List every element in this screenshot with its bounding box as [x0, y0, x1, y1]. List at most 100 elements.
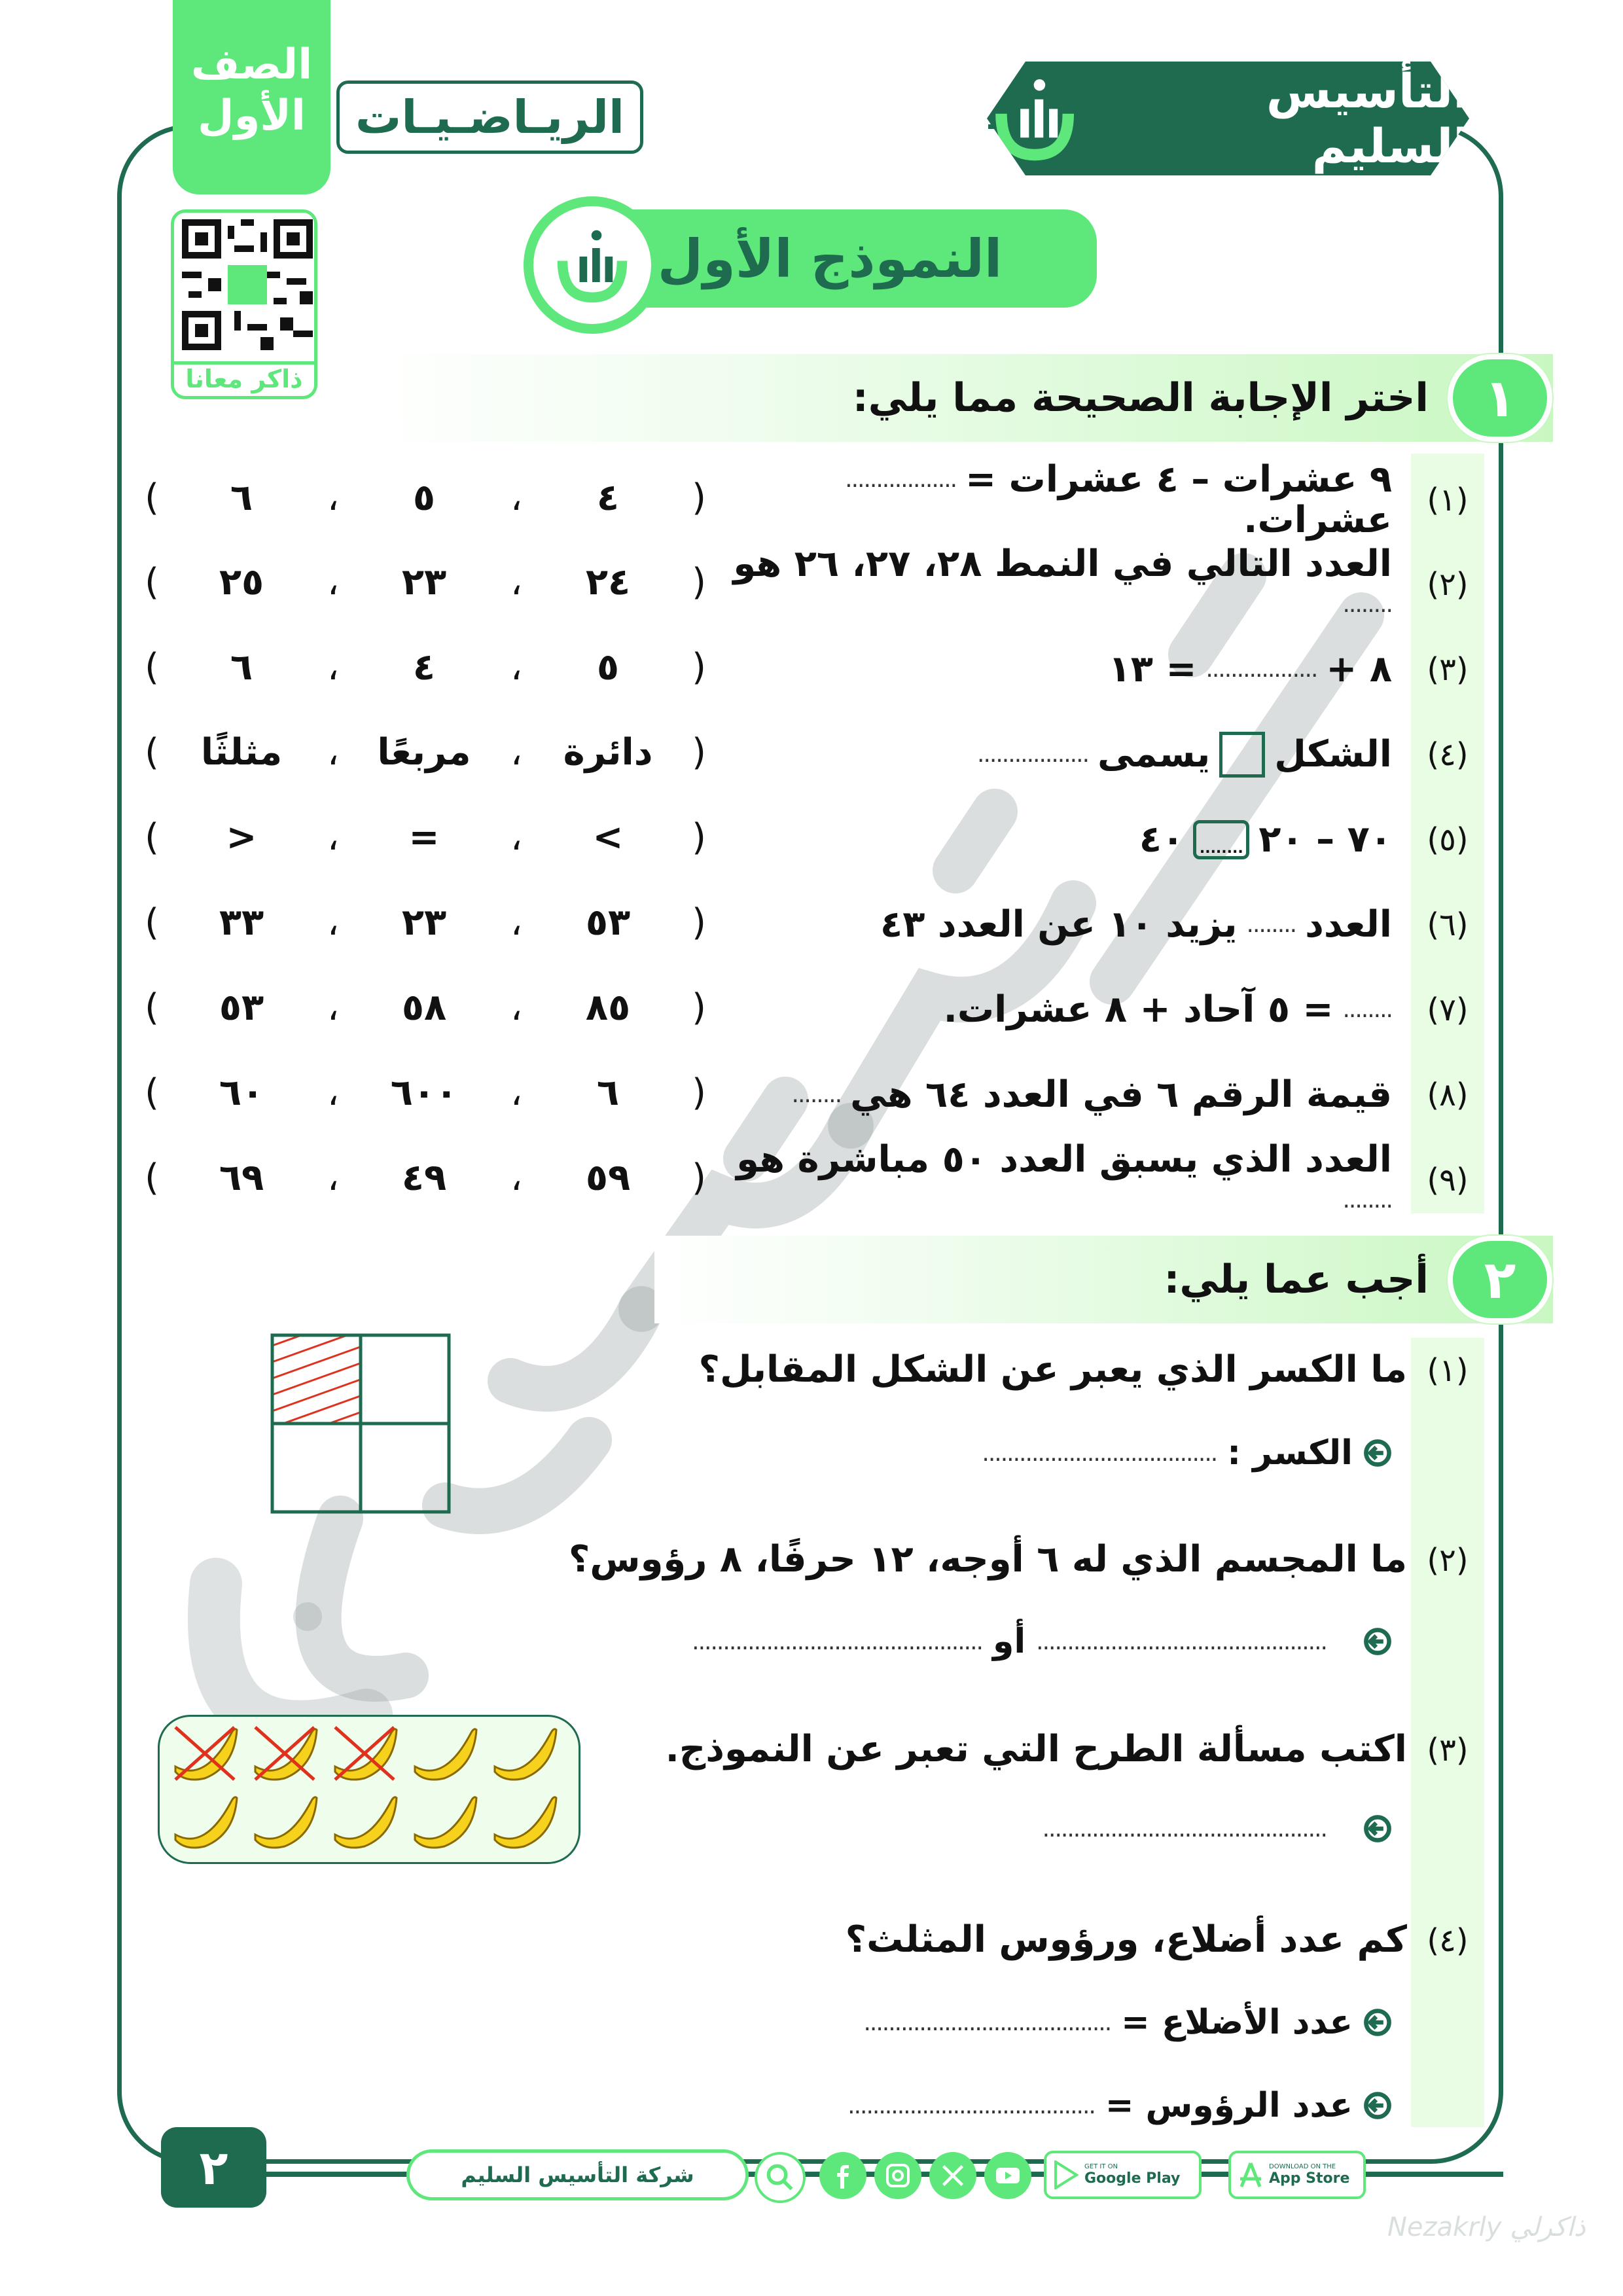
answer-blank[interactable]: ........: [1342, 591, 1393, 618]
facebook-button[interactable]: [819, 2152, 866, 2199]
bracket: (: [145, 1157, 159, 1199]
answer-blank[interactable]: ........................................…: [692, 1628, 984, 1655]
qr-code[interactable]: ذاكر معانا: [171, 209, 317, 399]
separator: ،: [510, 476, 523, 519]
answer-option[interactable]: ٥٣: [219, 986, 264, 1029]
corner-watermark: Nezakrly ذاكرلي: [1387, 2212, 1586, 2242]
bracket: (: [145, 1071, 159, 1114]
question-text-part: يزيد ١٠ عن العدد ٤٣: [880, 903, 1238, 946]
question-text: ما الكسر الذي يعبر عن الشكل المقابل؟: [698, 1348, 1407, 1391]
app-store-button[interactable]: DOWNLOAD ON THE App Store: [1228, 2151, 1366, 2199]
bracket: (: [145, 986, 159, 1029]
answer-blank[interactable]: ........: [1246, 911, 1298, 938]
qr-code-icon: [182, 219, 313, 350]
question-number: (٤): [1427, 736, 1469, 773]
answer-option[interactable]: ٢٣: [401, 901, 447, 944]
question-number-strip: [1411, 1338, 1484, 2127]
answer-option[interactable]: ٨٥: [585, 986, 631, 1029]
bracket: ): [692, 816, 706, 859]
question-text-part: يسمى: [1097, 733, 1211, 776]
question-number: (٨): [1427, 1077, 1469, 1113]
youtube-button[interactable]: [984, 2152, 1031, 2199]
search-button[interactable]: [755, 2152, 806, 2203]
app-store-icon: [1240, 2162, 1262, 2187]
answer-option[interactable]: ٥: [596, 646, 620, 689]
answer-option[interactable]: ٦: [596, 1071, 620, 1114]
answer-option[interactable]: ٤: [596, 476, 620, 519]
question-text: اكتب مسألة الطرح التي تعبر عن النموذج.: [665, 1728, 1407, 1770]
question-text-part: الشكل: [1274, 733, 1392, 776]
bracket: (: [145, 731, 159, 774]
answer-line-sides: عدد الأضلاع = ..........................…: [863, 2003, 1392, 2042]
question-number: (٣): [1427, 651, 1469, 688]
instagram-button[interactable]: [874, 2152, 921, 2199]
x-button[interactable]: [929, 2152, 976, 2199]
answer-blank[interactable]: ..................: [977, 741, 1090, 768]
answer-option[interactable]: ٦٠٠: [390, 1071, 458, 1114]
question-text-part: العدد الذي يسبق العدد ٥٠ مباشرة هو: [736, 1138, 1392, 1181]
answer-option[interactable]: ٤٩: [401, 1157, 447, 1199]
brand-logo-icon: [557, 230, 628, 303]
bracket: ): [692, 986, 706, 1029]
separator: ،: [327, 731, 340, 774]
answer-blank[interactable]: ........................................…: [1036, 1628, 1328, 1655]
section-2-header: أجب عما يلي:: [654, 1236, 1553, 1323]
answer-option[interactable]: ٢٤: [585, 561, 631, 603]
answer-option[interactable]: ٦: [230, 476, 253, 519]
question-text-part: = ٥ آحاد + ٨ عشرات.: [943, 988, 1334, 1031]
answer-option[interactable]: ٥٨: [401, 986, 447, 1029]
question-text-part: العدد: [1305, 903, 1392, 946]
answer-option[interactable]: ٥٣: [585, 901, 631, 944]
separator: ،: [510, 901, 523, 944]
arrow-bullet-icon: [1364, 1439, 1391, 1467]
banana-icon: [493, 1796, 558, 1849]
answer-blank[interactable]: ........................................…: [1042, 1815, 1328, 1842]
answer-blank[interactable]: ..................: [1205, 656, 1318, 683]
question-text: قيمة الرقم ٦ في العدد ٦٤ هي........: [733, 1053, 1392, 1137]
bracket: ): [692, 1071, 706, 1114]
answer-option[interactable]: =: [408, 816, 440, 859]
arrow-bullet-icon: [1364, 1815, 1391, 1842]
separator: ،: [510, 1157, 523, 1199]
answer-blank[interactable]: ........................................: [847, 2092, 1096, 2119]
answer-option[interactable]: ٣٣: [219, 901, 264, 944]
answer-blank[interactable]: ........: [791, 1081, 843, 1108]
comparison-blank-box[interactable]: ........: [1193, 820, 1250, 859]
answer-option[interactable]: ٤: [412, 646, 436, 689]
answer-blank[interactable]: ..................: [845, 466, 957, 493]
banana-icon: [254, 1726, 318, 1781]
company-link[interactable]: شركة التأسيس السليم: [406, 2149, 749, 2200]
answer-blank[interactable]: ........................................: [863, 2009, 1112, 2036]
answer-option[interactable]: ٦٠: [219, 1071, 264, 1114]
answer-option[interactable]: مربعًا: [377, 731, 471, 774]
answer-option[interactable]: ٥٩: [585, 1157, 631, 1199]
bracket: ): [692, 646, 706, 689]
answer-option[interactable]: ٥: [412, 476, 436, 519]
arrow-bullet-icon: [1364, 2009, 1391, 2036]
answer-option[interactable]: >: [226, 816, 257, 859]
question-text: العدد التالي في النمط ٢٨، ٢٧، ٢٦ هو.....…: [733, 543, 1393, 626]
answer-option[interactable]: مثلثًا: [200, 731, 283, 774]
question-text: ما المجسم الذي له ٦ أوجه، ١٢ حرفًا، ٨ رؤ…: [568, 1538, 1407, 1581]
answer-blank[interactable]: ......................................: [982, 1439, 1218, 1467]
google-play-button[interactable]: GET IT ON Google Play: [1044, 2151, 1202, 2199]
bracket: ): [692, 476, 706, 519]
section-2-number: ٢: [1448, 1236, 1552, 1323]
answer-option[interactable]: ٢٣: [401, 561, 447, 603]
x-icon: [942, 2165, 963, 2186]
question-text-part: = ١٣: [1108, 648, 1197, 691]
answer-option[interactable]: ٢٥: [219, 561, 264, 603]
separator: ،: [327, 816, 340, 859]
answer-blank[interactable]: ........: [1342, 996, 1393, 1023]
facebook-icon: [837, 2165, 849, 2189]
answer-option[interactable]: <: [592, 816, 624, 859]
separator: ،: [327, 1157, 340, 1199]
question-number-strip: [1411, 454, 1484, 1213]
bracket: (: [145, 476, 159, 519]
answer-option[interactable]: ٦٩: [219, 1157, 264, 1199]
grade-tab: الصف الأول: [173, 0, 330, 194]
answer-option[interactable]: دائرة: [563, 731, 653, 774]
question-number: (١): [1427, 482, 1469, 518]
answer-blank[interactable]: ........: [1342, 1187, 1393, 1213]
answer-option[interactable]: ٦: [230, 646, 253, 689]
